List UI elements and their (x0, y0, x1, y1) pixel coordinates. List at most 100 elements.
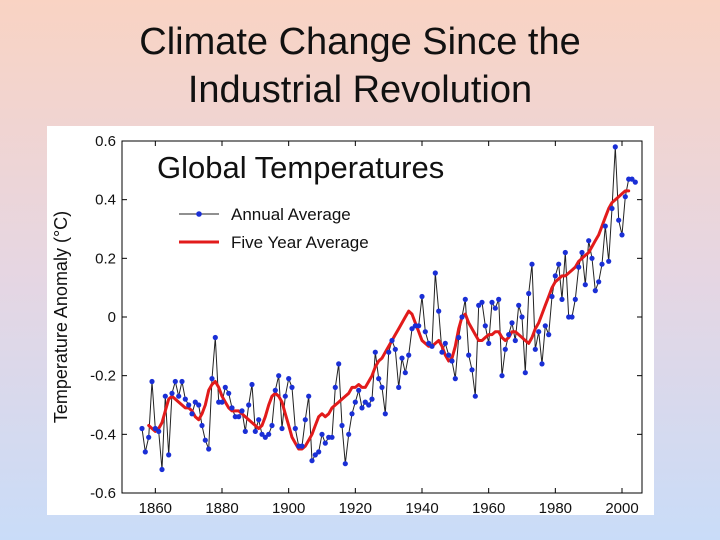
annual-average-point (319, 431, 325, 437)
annual-average-point (532, 346, 538, 352)
annual-average-point (546, 332, 552, 338)
annual-average-point (562, 249, 568, 256)
annual-average-point (139, 425, 145, 432)
x-tick-label: 2000 (605, 500, 638, 515)
annual-average-point (349, 411, 355, 417)
y-tick-label: 0 (108, 309, 116, 326)
y-tick-label: 0.2 (95, 250, 116, 267)
annual-average-point (242, 428, 248, 434)
y-tick-label: -0.4 (90, 426, 116, 443)
x-tick-label: 1900 (272, 500, 305, 515)
annual-average-point (592, 288, 598, 294)
y-axis-label: Temperature Anomaly (°C) (51, 211, 71, 423)
annual-average-point (612, 144, 618, 150)
annual-average-point (226, 390, 232, 396)
annual-average-point (589, 255, 595, 261)
annual-average-point (166, 452, 172, 458)
annual-average-point (452, 376, 458, 382)
annual-average-point (602, 223, 608, 229)
annual-average-point (539, 361, 545, 367)
annual-average-point (252, 428, 258, 434)
annual-average-point (632, 179, 638, 185)
annual-average-point (389, 337, 395, 344)
chart-title: Global Temperatures (157, 150, 444, 185)
annual-average-point (156, 428, 162, 434)
chart-frame: 1860 1880 1900 1920 1940 1960 1980 2000 -0.6 -0.4… (47, 126, 654, 515)
annual-average-point (382, 411, 388, 417)
annual-average-point (222, 384, 228, 390)
series-five-year-average-line (147, 189, 631, 451)
annual-average-point (486, 340, 492, 346)
x-tick-label: 1920 (339, 500, 372, 515)
y-tick-label: -0.2 (90, 368, 116, 385)
annual-average-point (622, 194, 628, 200)
annual-average-point (549, 293, 555, 300)
annual-average-point (606, 258, 612, 264)
annual-average-point (352, 399, 358, 405)
annual-average-point (149, 378, 155, 385)
plot-area (121, 140, 643, 494)
annual-average-point (449, 358, 455, 364)
annual-average-point (396, 384, 402, 390)
annual-average-point (519, 314, 525, 320)
annual-average-point (286, 376, 292, 382)
annual-average-point (372, 349, 378, 355)
x-tick-label: 1880 (205, 500, 238, 515)
annual-average-point (579, 249, 585, 256)
annual-average-point (469, 367, 475, 373)
annual-average-point (339, 422, 345, 429)
annual-average-point (342, 461, 348, 467)
annual-average-point (196, 402, 202, 408)
annual-average-point (526, 290, 532, 297)
annual-average-point (229, 405, 235, 411)
annual-average-point (282, 393, 288, 399)
annual-average-point (289, 384, 295, 390)
annual-average-point (499, 373, 505, 379)
annual-average-point (609, 205, 615, 212)
annual-average-point (492, 305, 498, 311)
y-tick-label: 0.4 (95, 192, 116, 209)
annual-average-point (386, 349, 392, 355)
annual-average-point (619, 232, 625, 238)
annual-average-point (466, 352, 472, 358)
annual-average-point (212, 334, 218, 341)
annual-average-point (236, 414, 242, 420)
annual-average-point (239, 408, 245, 414)
annual-average-point (306, 393, 312, 399)
annual-average-point (576, 264, 582, 270)
annual-average-point (346, 431, 352, 437)
annual-average-point (189, 411, 195, 417)
annual-average-point (202, 437, 208, 443)
annual-average-point (266, 431, 272, 437)
annual-average-point (262, 434, 268, 440)
annual-average-point (512, 337, 518, 344)
annual-average-point (482, 323, 488, 329)
slide-title-line-1: Climate Change Since the (139, 21, 581, 63)
annual-average-point (556, 261, 562, 267)
annual-average-point (292, 425, 298, 432)
annual-average-point (406, 352, 412, 358)
annual-average-point (536, 329, 542, 335)
legend-annual-label: Annual Average (231, 205, 351, 224)
annual-average-point (192, 399, 198, 405)
annual-average-point (432, 270, 438, 276)
annual-average-point (529, 261, 535, 267)
annual-average-point (159, 466, 165, 473)
annual-average-point (276, 373, 282, 379)
annual-average-point (416, 323, 422, 329)
annual-average-point (259, 431, 265, 437)
annual-average-point (442, 340, 448, 346)
annual-average-point (459, 314, 465, 320)
annual-average-point (356, 387, 362, 393)
annual-average-point (329, 434, 335, 440)
annual-average-point (496, 296, 502, 302)
annual-average-point (422, 329, 428, 335)
annual-average-point (479, 299, 485, 305)
annual-average-point (616, 217, 622, 223)
annual-average-point (472, 393, 478, 399)
y-tick-label: -0.6 (90, 485, 116, 502)
annual-average-point (299, 443, 305, 449)
annual-average-point (542, 323, 548, 329)
annual-average-point (436, 308, 442, 314)
annual-average-point (419, 293, 425, 300)
